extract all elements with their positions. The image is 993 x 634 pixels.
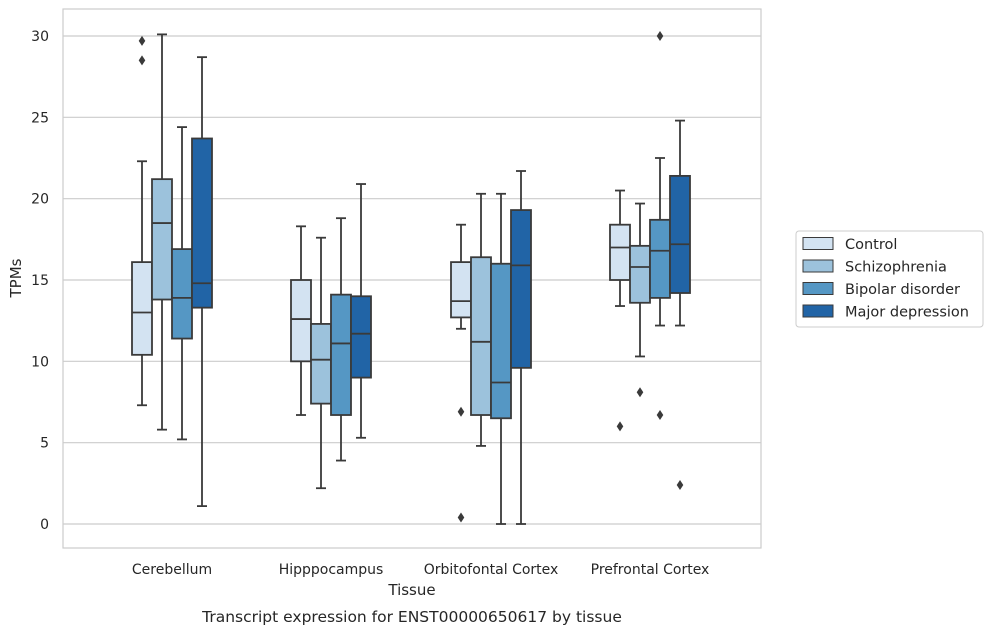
outlier-marker-1	[656, 31, 664, 41]
y-tick-label-20: 20	[31, 192, 49, 208]
outlier-marker-0	[616, 421, 624, 432]
y-tick-label-0: 0	[40, 517, 49, 533]
legend-swatch-schizophrenia	[802, 259, 834, 273]
box-schizophrenia-prefrontal-cortex	[629, 202, 651, 398]
box-major-depression-prefrontal-cortex	[669, 119, 691, 490]
iqr-box	[609, 223, 631, 281]
iqr-box	[470, 256, 492, 416]
iqr-box	[649, 218, 671, 299]
box-control-hipppocampus	[290, 225, 312, 416]
box-series	[131, 31, 691, 525]
legend-swatch-control	[802, 237, 834, 250]
x-tick-label-prefrontal-cortex: Prefrontal Cortex	[591, 562, 710, 578]
outlier-marker-0	[676, 479, 684, 490]
series-bipolar-disorder	[171, 31, 671, 525]
legend-frame	[795, 230, 984, 328]
box-bipolar-disorder-cerebellum	[171, 126, 193, 441]
box-control-orbitofontal-cortex	[450, 223, 472, 523]
box-bipolar-disorder-orbitofontal-cortex	[490, 192, 512, 525]
iqr-box	[191, 137, 213, 309]
iqr-box	[290, 279, 312, 363]
box-major-depression-hipppocampus	[350, 183, 372, 439]
series-major-depression	[191, 56, 691, 525]
iqr-box	[350, 295, 372, 379]
outlier-marker-0	[636, 387, 644, 398]
iqr-box	[131, 261, 153, 356]
iqr-box	[629, 244, 651, 304]
iqr-box	[171, 248, 193, 340]
x-axis-title: Tissue	[387, 581, 435, 599]
box-schizophrenia-hipppocampus	[310, 236, 332, 490]
legend: Control Schizophrenia Bipolar disorder Majo…	[795, 230, 984, 328]
chart-caption: Transcript expression for ENST0000065061…	[201, 608, 622, 626]
iqr-box	[330, 293, 352, 416]
iqr-box	[669, 174, 691, 294]
outlier-marker-1	[138, 55, 146, 66]
legend-label-schizophrenia: Schizophrenia	[845, 260, 947, 276]
x-axis-ticks: Cerebellum Hipppocampus Orbitofontal Corte…	[132, 562, 709, 578]
y-tick-label-30: 30	[31, 29, 49, 45]
y-tick-label-25: 25	[31, 110, 49, 126]
outlier-marker-0	[138, 35, 146, 46]
y-axis-ticks: 0 5 10 15 20 25 30	[31, 29, 49, 533]
iqr-box	[310, 323, 332, 405]
box-major-depression-cerebellum	[191, 56, 213, 508]
box-bipolar-disorder-hipppocampus	[330, 217, 352, 462]
iqr-box	[151, 178, 173, 301]
legend-swatch-bipolar-disorder	[802, 282, 834, 295]
legend-label-bipolar-disorder: Bipolar disorder	[845, 282, 960, 298]
legend-label-control: Control	[845, 237, 897, 253]
iqr-box	[450, 261, 472, 319]
legend-label-major-depression: Major depression	[845, 305, 969, 321]
outlier-marker-1	[457, 512, 465, 523]
y-tick-label-10: 10	[31, 354, 49, 370]
x-tick-label-cerebellum: Cerebellum	[132, 562, 212, 578]
legend-swatch-major-depression	[802, 304, 834, 318]
box-control-prefrontal-cortex	[609, 189, 631, 432]
plot-frame	[62, 8, 762, 549]
x-tick-label-orbitofontal-cortex: Orbitofontal Cortex	[424, 562, 559, 578]
box-major-depression-orbitofontal-cortex	[510, 170, 532, 525]
box-control-cerebellum	[131, 35, 153, 407]
outlier-marker-0	[457, 406, 465, 417]
y-axis-title: TPMs	[7, 258, 25, 298]
x-tick-label-hipppocampus: Hipppocampus	[279, 562, 384, 578]
y-tick-label-15: 15	[31, 273, 49, 289]
box-bipolar-disorder-prefrontal-cortex	[649, 31, 671, 421]
series-control	[131, 35, 631, 523]
outlier-marker-0	[656, 410, 664, 421]
iqr-box	[490, 262, 512, 420]
box-schizophrenia-orbitofontal-cortex	[470, 192, 492, 447]
y-tick-label-5: 5	[40, 436, 49, 452]
box-schizophrenia-cerebellum	[151, 33, 173, 431]
iqr-box	[510, 209, 532, 369]
series-schizophrenia	[151, 33, 651, 490]
